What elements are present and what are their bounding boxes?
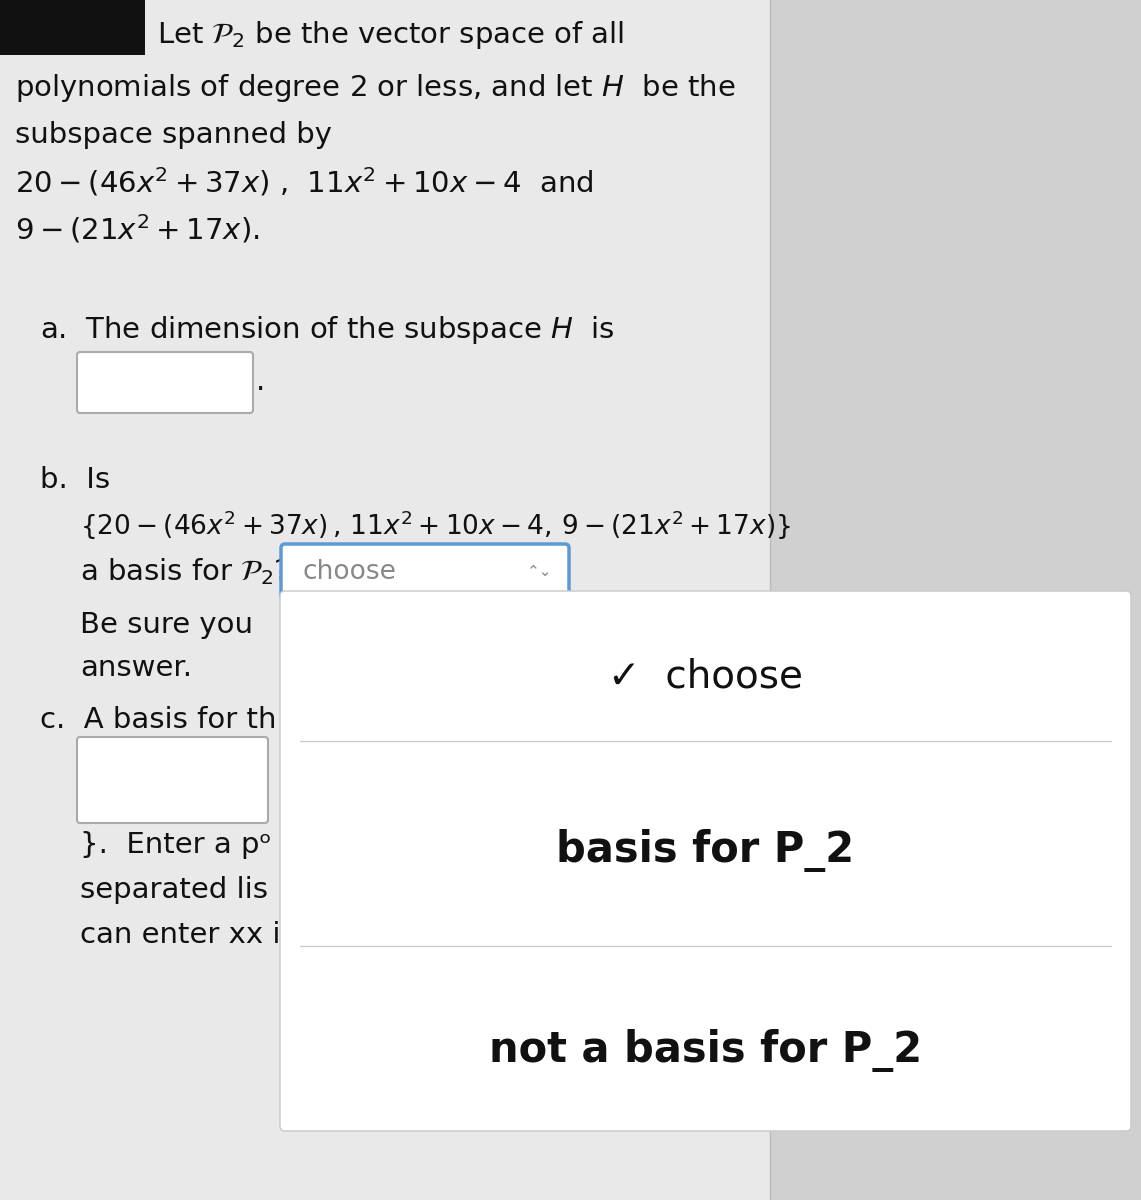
Text: Let $\mathcal{P}_2$ be the vector space of all: Let $\mathcal{P}_2$ be the vector space … bbox=[157, 19, 624, 50]
Text: polynomials of degree 2 or less, and let $H$  be the: polynomials of degree 2 or less, and let… bbox=[15, 72, 736, 104]
Text: choose: choose bbox=[304, 559, 397, 584]
Text: $\{20 - (46x^2 + 37x)\,,\,11x^2 + 10x - 4,\,9 - (21x^2 + 17x)\}$: $\{20 - (46x^2 + 37x)\,,\,11x^2 + 10x - … bbox=[80, 509, 791, 541]
Text: basis for P_2: basis for P_2 bbox=[557, 829, 855, 872]
FancyBboxPatch shape bbox=[280, 590, 1131, 1130]
Text: a basis for $\mathcal{P}_2$?: a basis for $\mathcal{P}_2$? bbox=[80, 557, 290, 587]
Text: Be sure you: Be sure you bbox=[80, 611, 253, 638]
Bar bbox=[0, 0, 145, 55]
FancyBboxPatch shape bbox=[281, 544, 569, 600]
Text: ✓  choose: ✓ choose bbox=[608, 658, 803, 695]
FancyBboxPatch shape bbox=[76, 352, 253, 413]
Text: answer.: answer. bbox=[80, 654, 192, 682]
Text: $20 - (46x^2 + 37x)$ ,  $11x^2 + 10x - 4$  and: $20 - (46x^2 + 37x)$ , $11x^2 + 10x - 4$… bbox=[15, 166, 593, 198]
FancyBboxPatch shape bbox=[76, 737, 268, 823]
Text: b.  Is: b. Is bbox=[40, 466, 111, 494]
Text: separated lis: separated lis bbox=[80, 876, 268, 904]
Bar bbox=[0, 0, 770, 1200]
Text: c.  A basis for th: c. A basis for th bbox=[40, 706, 276, 734]
Text: subspace spanned by: subspace spanned by bbox=[15, 121, 332, 149]
Text: a.  The dimension of the subspace $H$  is: a. The dimension of the subspace $H$ is bbox=[40, 314, 615, 346]
Text: .: . bbox=[256, 368, 265, 396]
Text: can enter xx in place of α   ): can enter xx in place of α ) bbox=[80, 922, 492, 949]
Text: $9 - (21x^2 + 17x)$.: $9 - (21x^2 + 17x)$. bbox=[15, 212, 259, 246]
Text: not a basis for P_2: not a basis for P_2 bbox=[489, 1030, 922, 1073]
Text: ⌃⌄: ⌃⌄ bbox=[527, 564, 552, 580]
Text: }.  Enter a pᵒ: }. Enter a pᵒ bbox=[80, 830, 272, 859]
Bar bbox=[770, 0, 1141, 1200]
